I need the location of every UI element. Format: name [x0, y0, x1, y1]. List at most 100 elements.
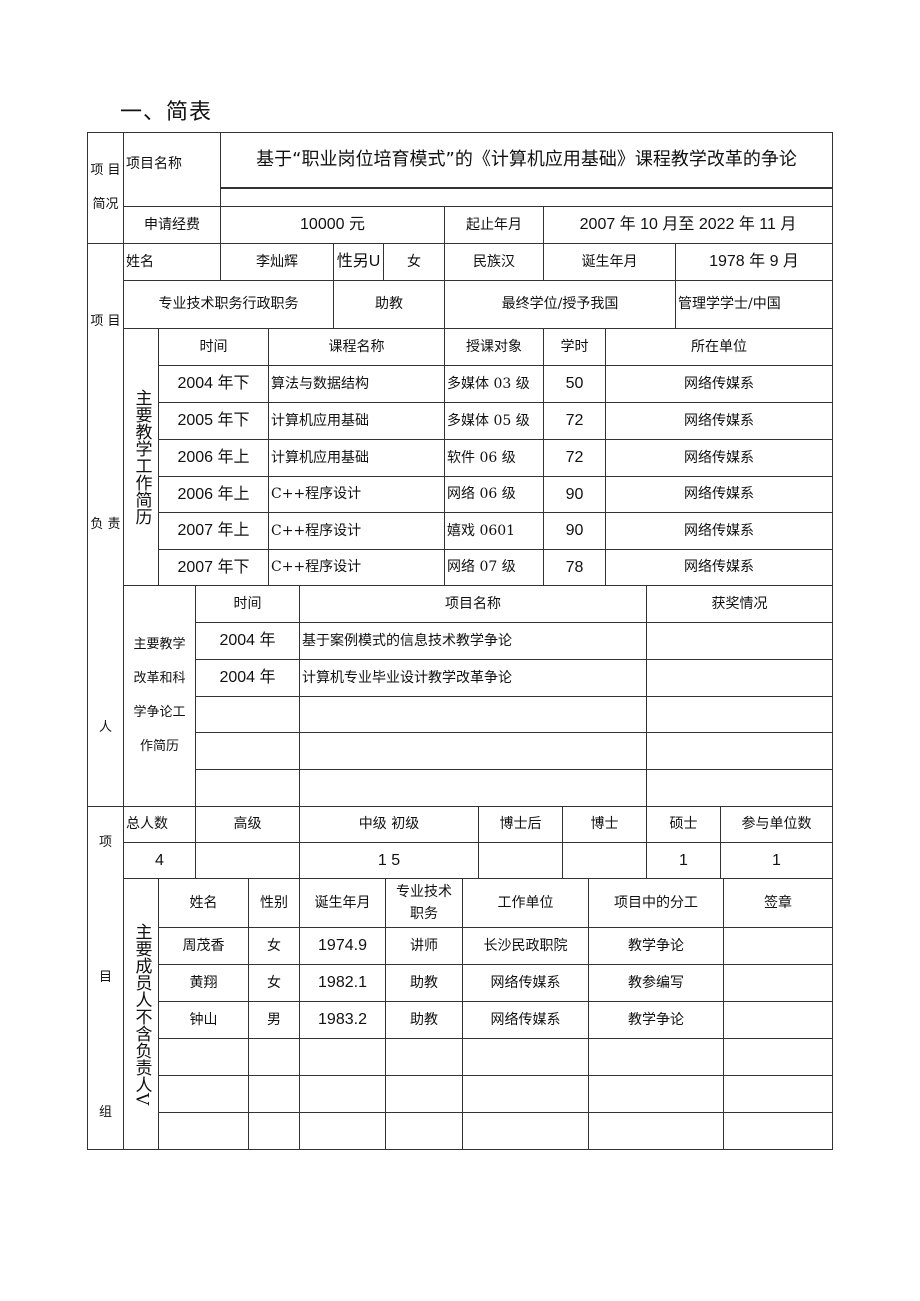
research-cell: 2004 年: [195, 659, 300, 697]
teaching-cell: C++程序设计: [268, 549, 445, 586]
label-name-text: 姓名: [126, 253, 154, 270]
research-history-label: 主要教学 改革和科 学争论工 作简历: [123, 585, 196, 807]
member-header: 专业技术 职务: [385, 878, 463, 928]
research-header-text: 时间: [233, 595, 262, 612]
research-cell-text: 2004 年: [219, 669, 276, 687]
label-period: 起止年月: [444, 206, 544, 244]
research-header: 获奖情况: [646, 585, 833, 623]
count-header: 中级 初级: [299, 806, 479, 843]
teaching-cell: 72: [543, 439, 606, 477]
count-value: 4: [123, 842, 196, 879]
teaching-cell-text: 计算机应用基础: [271, 412, 369, 429]
label-project-name: 项目名称: [123, 132, 221, 207]
member-header-text: 性别: [260, 894, 288, 911]
member-cell: [588, 1075, 724, 1113]
teaching-cell-text: C++程序设计: [271, 559, 362, 576]
teaching-cell-text: 2007 年上: [177, 522, 250, 540]
member-cell-text: 1974.9: [318, 937, 367, 955]
teaching-cell-text: C++程序设计: [271, 522, 362, 539]
count-header-text: 中级 初级: [358, 816, 420, 833]
leader-title: 助教: [333, 280, 445, 329]
count-header: 总人数: [123, 806, 196, 843]
member-cell: [248, 1038, 300, 1076]
leader-birth: 1978 年 9 月: [675, 243, 833, 281]
member-cell: [723, 1075, 833, 1113]
teaching-cell: 网络 06 级: [444, 476, 544, 513]
member-cell: [385, 1075, 463, 1113]
count-value-text: 1: [772, 851, 781, 869]
member-cell-text: 教参编写: [628, 974, 684, 991]
member-header-text: 项目中的分工: [614, 894, 698, 911]
member-cell: [723, 1038, 833, 1076]
member-header-text: 专业技术 职务: [396, 883, 452, 922]
label-gender-text: 性另U: [336, 253, 381, 271]
member-cell-text: 教学争论: [628, 937, 684, 954]
research-cell: [195, 769, 300, 807]
teaching-cell: 90: [543, 512, 606, 550]
count-header: 参与单位数: [720, 806, 833, 843]
member-cell: 1974.9: [299, 927, 386, 965]
teaching-header: 时间: [158, 328, 269, 366]
member-cell-text: 助教: [410, 1011, 438, 1028]
teaching-cell: 50: [543, 365, 606, 403]
member-cell: [385, 1112, 463, 1150]
member-cell: [158, 1038, 249, 1076]
member-cell-text: 长沙民政职院: [483, 937, 568, 954]
member-cell: [299, 1112, 386, 1150]
teaching-header-text: 课程名称: [328, 338, 385, 355]
count-header-text: 博士: [590, 816, 619, 833]
research-cell: [299, 696, 647, 733]
member-cell: 黄翔: [158, 964, 249, 1002]
funding-value-text: 10000 元: [300, 216, 365, 234]
member-cell-text: 钟山: [189, 1011, 218, 1028]
member-cell-text: 讲师: [410, 937, 438, 954]
member-cell: [299, 1038, 386, 1076]
research-cell: [646, 659, 833, 697]
member-cell-text: 周茂香: [182, 937, 225, 954]
project-name-extra: [220, 187, 833, 207]
teaching-header: 授课对象: [444, 328, 544, 366]
teaching-cell: 计算机应用基础: [268, 439, 445, 477]
teaching-cell-text: 网络传媒系: [684, 449, 754, 466]
teaching-cell-text: 计算机应用基础: [271, 449, 369, 466]
teaching-cell: 软件 06 级: [444, 439, 544, 477]
member-cell: 男: [248, 1001, 300, 1039]
member-cell: [588, 1038, 724, 1076]
member-cell: 教学争论: [588, 927, 724, 965]
teaching-cell-text: 50: [565, 375, 584, 393]
member-cell: [462, 1112, 589, 1150]
member-cell: [299, 1075, 386, 1113]
member-cell: 助教: [385, 964, 463, 1002]
count-header-text: 总人数: [126, 816, 168, 833]
teaching-cell: 2005 年下: [158, 402, 269, 440]
member-cell: 女: [248, 927, 300, 965]
research-header-text: 项目名称: [445, 595, 501, 612]
teaching-cell-text: 网络传媒系: [684, 375, 754, 392]
teaching-cell-text: 网络传媒系: [684, 486, 754, 503]
teaching-cell-text: 2005 年下: [177, 412, 250, 430]
count-value-text: 4: [155, 851, 164, 869]
member-cell: 网络传媒系: [462, 1001, 589, 1039]
period-value: 2007 年 10 月至 2022 年 11 月: [543, 206, 833, 244]
section-label-leader-text: 项 目 负 责 人: [90, 314, 121, 735]
research-cell: [195, 732, 300, 770]
count-header-text: 高级: [233, 816, 262, 833]
teaching-cell: C++程序设计: [268, 476, 445, 513]
project-name-value-text: 基于“职业岗位培育模式”的《计算机应用基础》课程教学改革的争论: [256, 149, 797, 171]
teaching-cell: 网络传媒系: [605, 365, 833, 403]
label-degree-text: 最终学位/授予我国: [501, 296, 619, 313]
member-cell-text: 1982.1: [318, 974, 367, 992]
research-cell: [646, 696, 833, 733]
member-cell: 教参编写: [588, 964, 724, 1002]
member-cell: [462, 1038, 589, 1076]
member-header: 性别: [248, 878, 300, 928]
leader-ethnicity-text: 民族汉: [473, 253, 515, 270]
teaching-cell-text: 2006 年上: [177, 485, 250, 503]
research-header: 项目名称: [299, 585, 647, 623]
label-gender: 性另U: [333, 243, 384, 281]
teaching-header-text: 所在单位: [691, 338, 747, 355]
member-cell: [723, 1001, 833, 1039]
member-header-text: 工作单位: [497, 894, 554, 911]
leader-birth-text: 1978 年 9 月: [709, 253, 799, 271]
